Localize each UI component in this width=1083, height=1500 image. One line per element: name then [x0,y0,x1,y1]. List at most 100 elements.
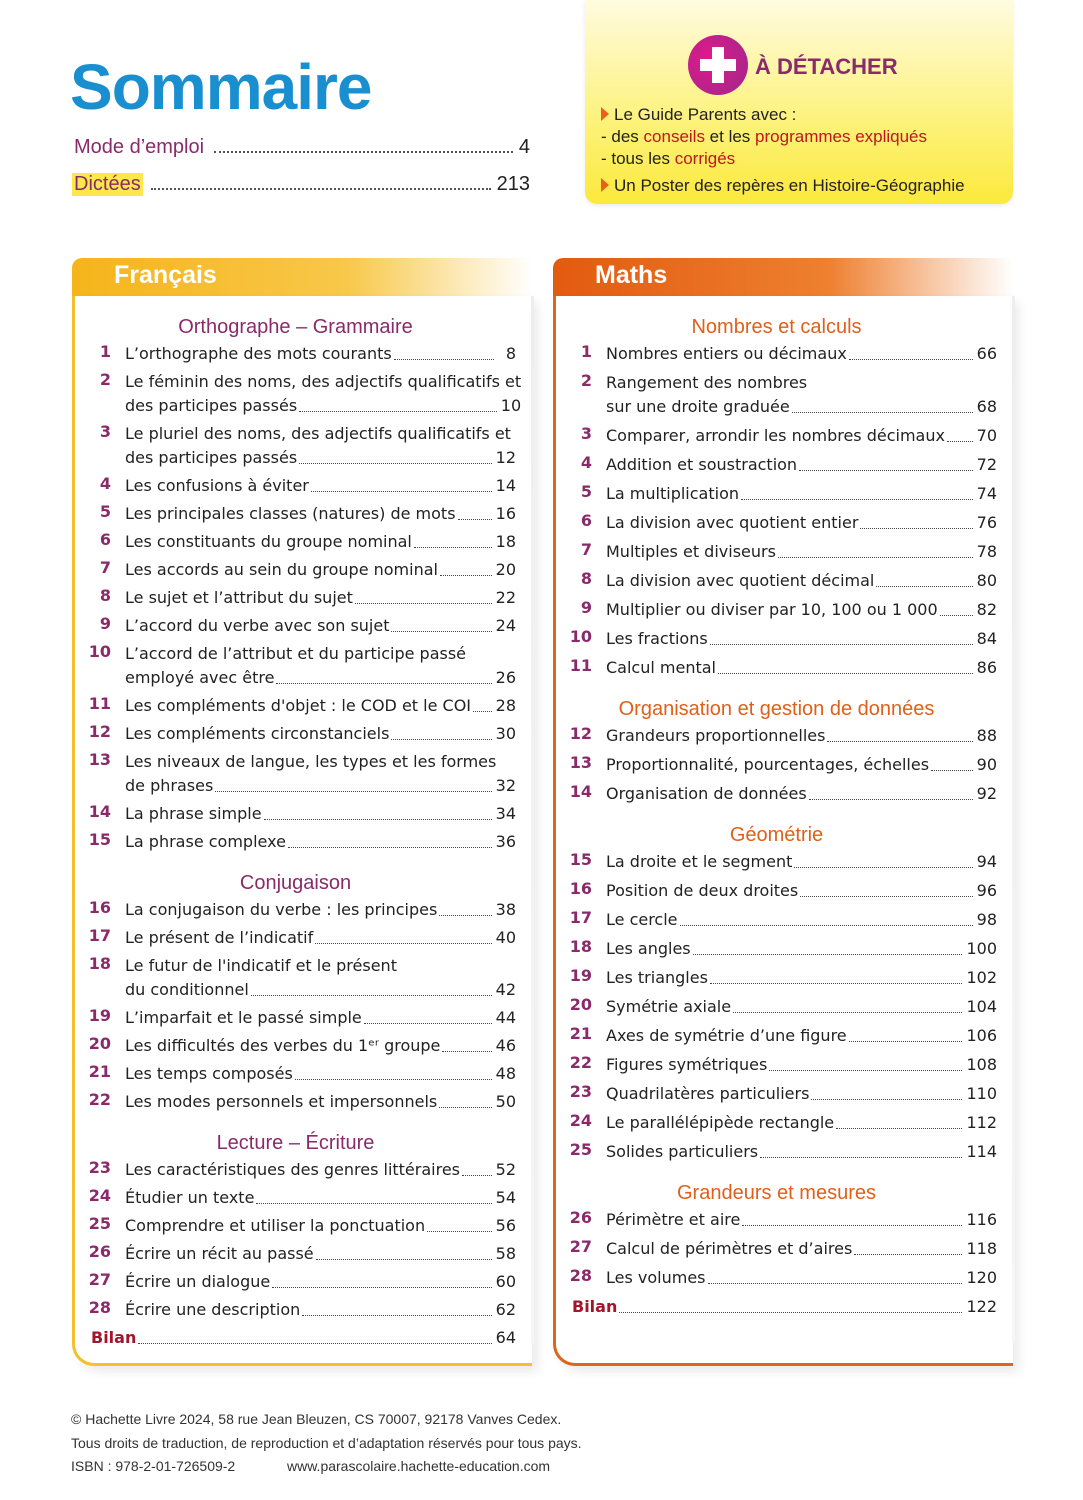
entry-lines: L’imparfait et le passé simple 44 [125,1006,516,1030]
toc-entry[interactable]: 23 Les caractéristiques des genres littér… [75,1158,516,1182]
toc-entry[interactable]: 7 Multiples et diviseurs 78 [556,540,997,564]
toc-entry[interactable]: 12 Grandeurs proportionnelles 88 [556,724,997,748]
entry-lines: Les modes personnels et impersonnels 50 [125,1090,516,1114]
toc-entry[interactable]: 9 Multiplier ou diviser par 10, 100 ou 1 … [556,598,997,622]
entry-number: 19 [88,1006,111,1025]
toc-entry[interactable]: 17 Le présent de l’indicatif 40 [75,926,516,950]
toc-item-dictees[interactable]: Dictées 213 [72,173,530,196]
toc-entry[interactable]: 11 Les compléments d'objet : le COD et le… [75,694,516,718]
dot-leader [354,603,492,604]
toc-entry[interactable]: 13 Les niveaux de langue, les types et le… [75,750,516,798]
entry-title: Comparer, arrondir les nombres décimaux [606,426,945,445]
entry-line: de phrases 32 [125,774,516,798]
toc-entry[interactable]: 5 Les principales classes (natures) de mo… [75,502,516,526]
toc-entry[interactable]: 9 L’accord du verbe avec son sujet 24 [75,614,516,638]
entry-title: employé avec être [125,668,275,687]
entry-lines: Les caractéristiques des genres littérai… [125,1158,516,1182]
toc-entry[interactable]: 10 Les fractions 84 [556,627,997,651]
toc-entry[interactable]: 18 Les angles 100 [556,937,997,961]
toc-entry[interactable]: 23 Quadrilatères particuliers 110 [556,1082,997,1106]
toc-entry[interactable]: 25 Solides particuliers 114 [556,1140,997,1164]
toc-entry[interactable]: 8 La division avec quotient décimal 80 [556,569,997,593]
toc-entry[interactable]: 20 Symétrie axiale 104 [556,995,997,1019]
toc-entry[interactable]: 28 Écrire une description 62 [75,1298,516,1322]
toc-entry[interactable]: 14 Organisation de données 92 [556,782,997,806]
maths-panel: Maths Nombres et calculs 1 Nombres entiers… [553,258,1015,1366]
footer-url[interactable]: www.parascolaire.hachette-education.com [287,1458,551,1474]
toc-entry[interactable]: 19 L’imparfait et le passé simple 44 [75,1006,516,1030]
toc-entry[interactable]: 11 Calcul mental 86 [556,656,997,680]
entry-line: Organisation de données 92 [606,782,997,806]
entry-lines: Nombres entiers ou décimaux 66 [606,342,997,366]
toc-entry[interactable]: 4 Les confusions à éviter 14 [75,474,516,498]
toc-entry[interactable]: 6 Les constituants du groupe nominal 18 [75,530,516,554]
toc-entry[interactable]: 20 Les difficultés des verbes du 1ᵉʳ grou… [75,1034,516,1058]
dot-leader [215,791,492,792]
entry-page: 110 [966,1084,997,1103]
toc-entry[interactable]: 19 Les triangles 102 [556,966,997,990]
toc-entry[interactable]: 5 La multiplication 74 [556,482,997,506]
toc-entry[interactable]: 14 La phrase simple 34 [75,802,516,826]
entry-number: 27 [569,1237,592,1256]
bilan-entry[interactable]: Bilan 122 [556,1295,997,1319]
toc-entry[interactable]: 21 Les temps composés 48 [75,1062,516,1086]
toc-entry[interactable]: 24 Étudier un texte 54 [75,1186,516,1210]
toc-entry[interactable]: 3 Comparer, arrondir les nombres décimaux… [556,424,997,448]
dot-leader [272,1287,492,1288]
toc-entry[interactable]: 28 Les volumes 120 [556,1266,997,1290]
dot-leader [811,1099,963,1100]
toc-entry[interactable]: 22 Figures symétriques 108 [556,1053,997,1077]
dot-leader [946,441,973,442]
toc-entry[interactable]: 16 La conjugaison du verbe : les principe… [75,898,516,922]
entry-number: 12 [88,722,111,741]
toc-entry[interactable]: 4 Addition et soustraction 72 [556,453,997,477]
toc-entry[interactable]: 18 Le futur de l'indicatif et le présent d… [75,954,516,1002]
entry-title: Nombres entiers ou décimaux [606,344,847,363]
entry-lines: Quadrilatères particuliers 110 [606,1082,997,1106]
toc-entry[interactable]: 8 Le sujet et l’attribut du sujet 22 [75,586,516,610]
entry-number: 10 [88,642,111,661]
toc-entry[interactable]: 1 L’orthographe des mots courants 8 [75,342,516,366]
toc-entry[interactable]: 27 Calcul de périmètres et d’aires 118 [556,1237,997,1261]
entry-title: La phrase simple [125,804,262,823]
toc-entry[interactable]: 16 Position de deux droites 96 [556,879,997,903]
toc-entry[interactable]: 2 Rangement des nombres sur une droite gra… [556,371,997,419]
entry-number: 4 [99,474,111,493]
toc-entry[interactable]: 6 La division avec quotient entier 76 [556,511,997,535]
entry-page: 88 [976,726,997,745]
toc-entry[interactable]: 22 Les modes personnels et impersonnels 50 [75,1090,516,1114]
bilan-entry[interactable]: Bilan 64 [75,1326,516,1350]
toc-entry[interactable]: 15 La phrase complexe 36 [75,830,516,854]
entry-number: 3 [580,424,592,443]
toc-entry[interactable]: 13 Proportionnalité, pourcentages, échell… [556,753,997,777]
entry-number: 13 [569,753,592,772]
entry-page: 100 [966,939,997,958]
entry-lines: Écrire un dialogue 60 [125,1270,516,1294]
dot-leader [315,943,492,944]
entry-number: 2 [580,371,592,390]
toc-entry[interactable]: 26 Écrire un récit au passé 58 [75,1242,516,1266]
toc-entry[interactable]: 2 Le féminin des noms, des adjectifs qual… [75,370,521,418]
section-heading: Lecture – Écriture [216,1132,375,1154]
entry-page: 82 [976,600,997,619]
toc-entry[interactable]: 3 Le pluriel des noms, des adjectifs qual… [75,422,516,470]
toc-entry[interactable]: 1 Nombres entiers ou décimaux 66 [556,342,997,366]
toc-entry[interactable]: 12 Les compléments circonstanciels 30 [75,722,516,746]
toc-entry[interactable]: 7 Les accords au sein du groupe nominal 20 [75,558,516,582]
toc-entry[interactable]: 26 Périmètre et aire 116 [556,1208,997,1232]
francais-body: Orthographe – Grammaire 1 L’orthographe de… [72,296,534,1366]
toc-entry[interactable]: 21 Axes de symétrie d’une figure 106 [556,1024,997,1048]
footer-rights: Tous droits de traduction, de reproducti… [71,1435,582,1451]
toc-entry[interactable]: 10 L’accord de l’attribut et du participe… [75,642,516,690]
entry-title: Les principales classes (natures) de mot… [125,504,456,523]
entry-line: La phrase complexe 36 [125,830,516,854]
toc-item-mode-emploi[interactable]: Mode d’emploi 4 [72,136,530,159]
entry-lines: Les compléments d'objet : le COD et le C… [125,694,516,718]
toc-entry[interactable]: 25 Comprendre et utiliser la ponctuation 5… [75,1214,516,1238]
entry-line: Le présent de l’indicatif 40 [125,926,516,950]
toc-entry[interactable]: 17 Le cercle 98 [556,908,997,932]
toc-entry[interactable]: 27 Écrire un dialogue 60 [75,1270,516,1294]
toc-entry[interactable]: 24 Le parallélépipède rectangle 112 [556,1111,997,1135]
entry-line: des participes passés 10 [125,394,521,418]
toc-entry[interactable]: 15 La droite et le segment 94 [556,850,997,874]
